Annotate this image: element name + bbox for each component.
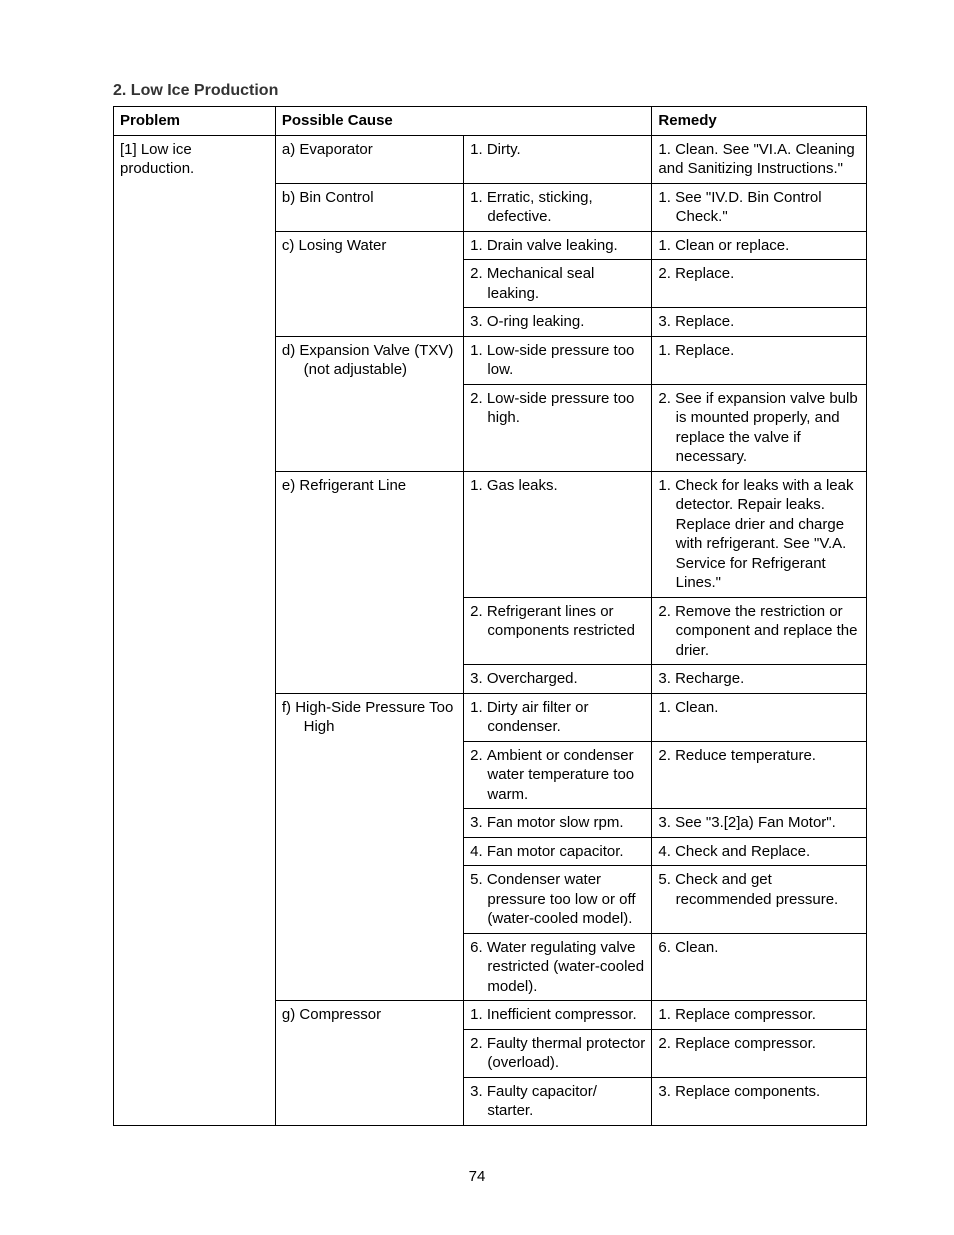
remedy-cell: 3. Replace components.	[652, 1077, 867, 1125]
remedy-cell: 4. Check and Replace.	[652, 837, 867, 866]
detail-cell: 3. Overcharged.	[464, 665, 652, 694]
table-header-row: Problem Possible Cause Remedy	[114, 107, 867, 136]
detail-cell: 1. Dirty air filter or condenser.	[464, 693, 652, 741]
header-cause: Possible Cause	[275, 107, 652, 136]
detail-cell: 3. Faulty capacitor/ starter.	[464, 1077, 652, 1125]
remedy-cell: 3. See "3.[2]a) Fan Motor".	[652, 809, 867, 838]
detail-cell: 1. Dirty.	[464, 135, 652, 183]
cause-cell: b) Bin Control	[275, 183, 463, 231]
detail-cell: 2. Low-side pressure too high.	[464, 384, 652, 471]
remedy-cell: 1. Replace.	[652, 336, 867, 384]
header-problem: Problem	[114, 107, 276, 136]
remedy-cell: 6. Clean.	[652, 933, 867, 1001]
detail-cell: 3. O-ring leaking.	[464, 308, 652, 337]
cause-cell: c) Losing Water	[275, 231, 463, 336]
remedy-cell: 3. Replace.	[652, 308, 867, 337]
remedy-cell: 2. Reduce temperature.	[652, 741, 867, 809]
remedy-cell: 2. Replace.	[652, 260, 867, 308]
cause-cell: a) Evaporator	[275, 135, 463, 183]
remedy-cell: 2. Remove the restriction or component a…	[652, 597, 867, 665]
header-remedy: Remedy	[652, 107, 867, 136]
section-title: 2. Low Ice Production	[113, 82, 867, 100]
detail-cell: 2. Faulty thermal protector (overload).	[464, 1029, 652, 1077]
remedy-cell: 2. See if expansion valve bulb is mounte…	[652, 384, 867, 471]
detail-cell: 5. Condenser water pressure too low or o…	[464, 866, 652, 934]
detail-cell: 1. Drain valve leaking.	[464, 231, 652, 260]
detail-cell: 1. Low-side pressure too low.	[464, 336, 652, 384]
detail-cell: 4. Fan motor capacitor.	[464, 837, 652, 866]
remedy-cell: 1. Clean. See "VI.A. Cleaning and Saniti…	[652, 135, 867, 183]
troubleshooting-table: Problem Possible Cause Remedy [1] Low ic…	[113, 106, 867, 1126]
detail-cell: 1. Erratic, sticking, defective.	[464, 183, 652, 231]
cause-cell: g) Compressor	[275, 1001, 463, 1126]
remedy-cell: 1. Clean.	[652, 693, 867, 741]
remedy-cell: 1. Check for leaks with a leak detector.…	[652, 471, 867, 597]
remedy-cell: 2. Replace compressor.	[652, 1029, 867, 1077]
cause-cell: f) High-Side Pressure Too High	[275, 693, 463, 1001]
detail-cell: 3. Fan motor slow rpm.	[464, 809, 652, 838]
detail-cell: 2. Refrigerant lines or components restr…	[464, 597, 652, 665]
remedy-cell: 1. Replace compressor.	[652, 1001, 867, 1030]
remedy-cell: 3. Recharge.	[652, 665, 867, 694]
remedy-cell: 1. Clean or replace.	[652, 231, 867, 260]
cause-cell: e) Refrigerant Line	[275, 471, 463, 693]
remedy-cell: 1. See "IV.D. Bin Control Check."	[652, 183, 867, 231]
detail-cell: 1. Inefficient compressor.	[464, 1001, 652, 1030]
remedy-cell: 5. Check and get recommended pressure.	[652, 866, 867, 934]
detail-cell: 1. Gas leaks.	[464, 471, 652, 597]
table-row: [1] Low ice production.a) Evaporator1. D…	[114, 135, 867, 183]
page-number: 74	[0, 1168, 954, 1185]
detail-cell: 2. Ambient or condenser water temperatur…	[464, 741, 652, 809]
cause-cell: d) Expansion Valve (TXV) (not adjustable…	[275, 336, 463, 471]
detail-cell: 2. Mechanical seal leaking.	[464, 260, 652, 308]
problem-cell: [1] Low ice production.	[114, 135, 276, 1125]
detail-cell: 6. Water regulating valve restricted (wa…	[464, 933, 652, 1001]
